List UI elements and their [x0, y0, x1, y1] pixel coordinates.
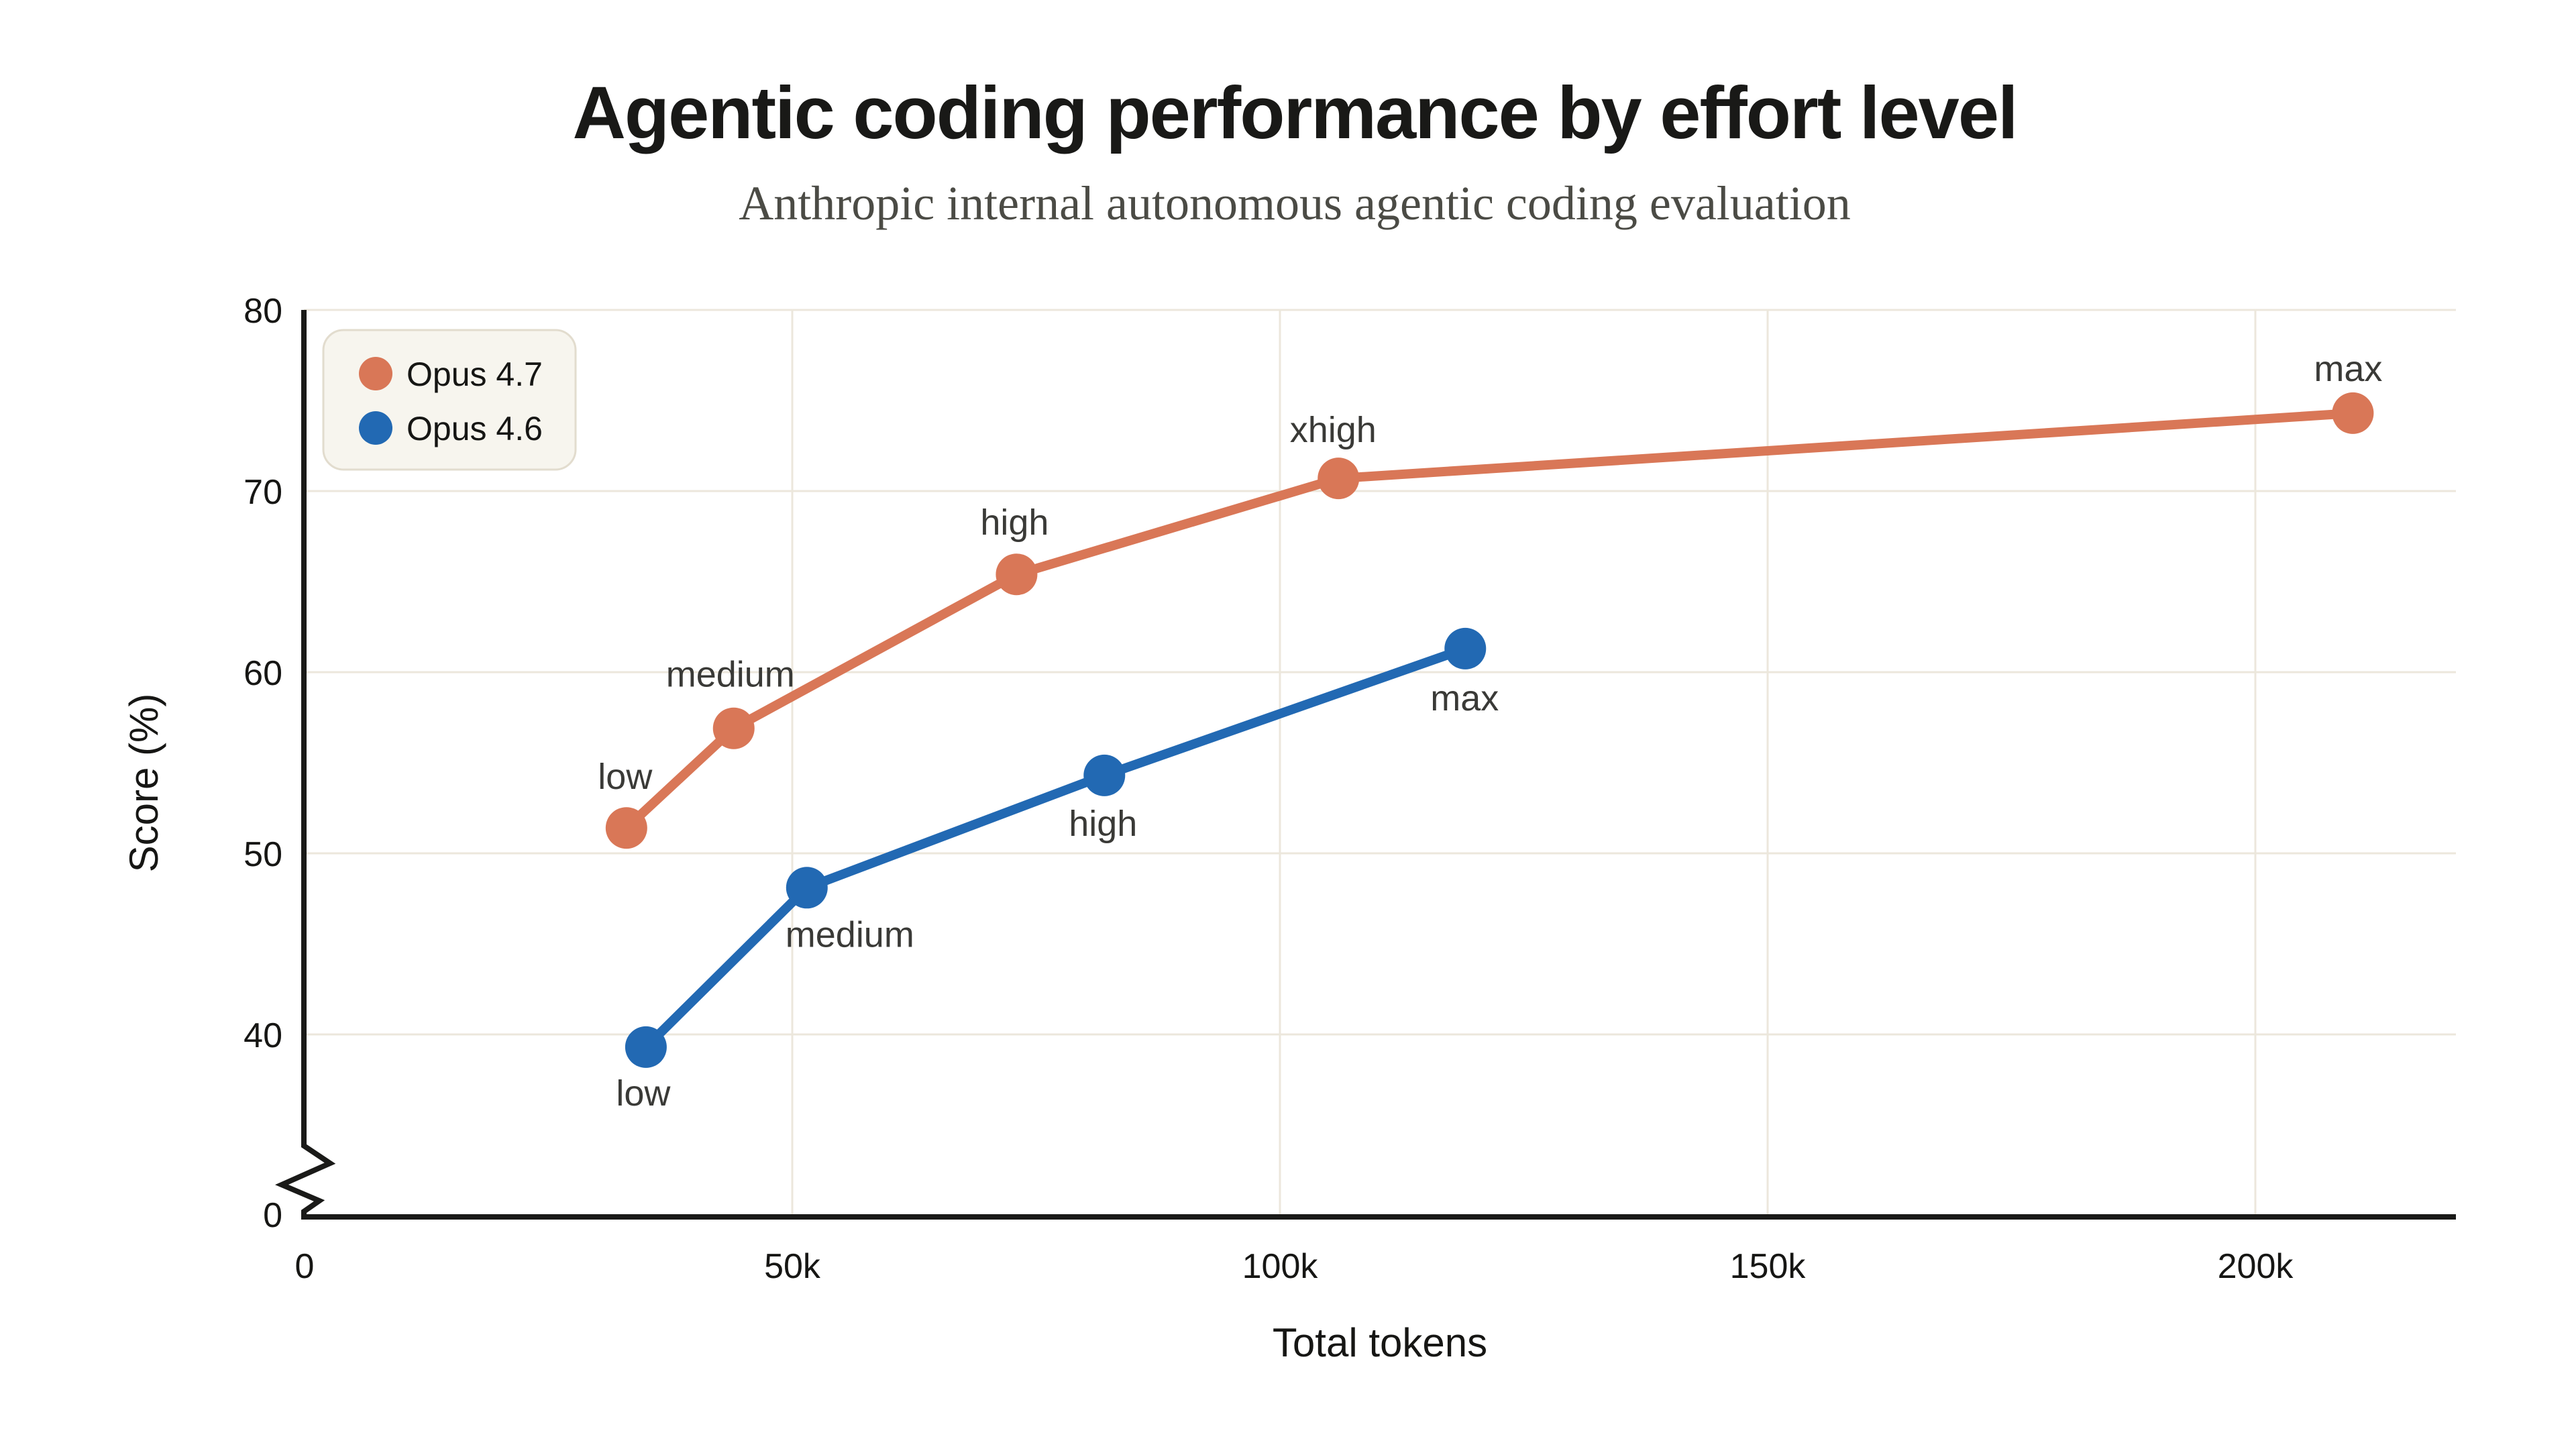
data-point-opus-4-6-high [1083, 754, 1126, 796]
x-axis-title: Total tokens [1273, 1320, 1487, 1365]
legend-label-opus-4-6: Opus 4.6 [407, 410, 543, 447]
gridlines [304, 309, 2456, 1217]
x-tick-0: 0 [295, 1247, 315, 1286]
point-label-opus-4-6-high: high [1069, 804, 1137, 844]
y-tick-80: 80 [244, 292, 282, 331]
data-point-opus-4-6-low [625, 1026, 667, 1068]
point-label-opus-4-7-medium: medium [666, 655, 795, 695]
y-tick-60: 60 [244, 654, 282, 693]
y-tick-70: 70 [244, 473, 282, 512]
x-tick-50k: 50k [764, 1247, 821, 1286]
point-label-opus-4-7-low: low [598, 757, 653, 797]
legend-swatch-opus-4-7 [359, 357, 392, 390]
series-line-opus-4-6 [641, 643, 1470, 1052]
point-label-opus-4-6-medium: medium [786, 914, 914, 955]
y-axis-title: Score (%) [121, 694, 166, 873]
data-point-opus-4-7-low [605, 807, 647, 849]
point-label-opus-4-7-high: high [980, 502, 1049, 543]
series-line-opus-4-7 [621, 408, 2358, 833]
data-point-opus-4-6-medium [786, 867, 828, 909]
legend: Opus 4.7 Opus 4.6 [322, 329, 577, 471]
tick-labels: 0 40 50 60 70 80 0 50k 100k 150k 200k [244, 292, 2294, 1286]
chart-subtitle: Anthropic internal autonomous agentic co… [739, 176, 1851, 230]
point-label-opus-4-6-max: max [1430, 678, 1499, 718]
legend-box [322, 329, 577, 471]
data-point-opus-4-7-xhigh [1318, 458, 1360, 500]
legend-label-opus-4-7: Opus 4.7 [407, 356, 543, 393]
point-label-opus-4-6-low: low [616, 1073, 671, 1114]
point-label-opus-4-7-xhigh: xhigh [1290, 410, 1377, 450]
x-tick-200k: 200k [2218, 1247, 2294, 1286]
y-axis-spine-with-break [275, 310, 336, 1220]
chart-title: Agentic coding performance by effort lev… [572, 72, 2017, 154]
data-series [605, 392, 2374, 1068]
y-tick-40: 40 [244, 1016, 282, 1055]
point-annotations: low medium high xhigh max low medium high max [598, 349, 2382, 1114]
data-point-opus-4-7-medium [712, 707, 755, 749]
legend-swatch-opus-4-6 [359, 411, 392, 445]
axes [275, 310, 2456, 1220]
data-point-opus-4-7-max [2332, 392, 2374, 434]
x-tick-150k: 150k [1730, 1247, 1807, 1286]
y-tick-50: 50 [244, 835, 282, 874]
data-point-opus-4-6-max [1444, 627, 1487, 669]
y-tick-0: 0 [263, 1196, 282, 1235]
x-tick-100k: 100k [1242, 1247, 1319, 1286]
data-point-opus-4-7-high [996, 553, 1038, 596]
point-label-opus-4-7-max: max [2314, 349, 2382, 389]
